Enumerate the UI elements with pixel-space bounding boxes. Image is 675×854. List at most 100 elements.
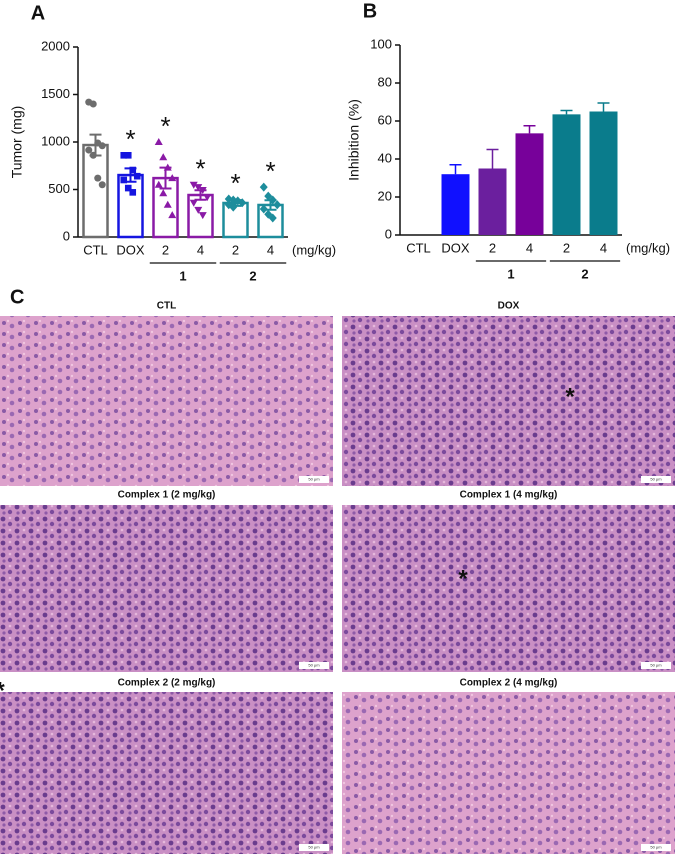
x-tick-label: 4 bbox=[526, 240, 533, 255]
x-tick-label: CTL bbox=[83, 242, 108, 257]
x-tick-label: 2 bbox=[232, 242, 239, 257]
significance-label: * bbox=[160, 111, 170, 141]
data-point bbox=[89, 151, 97, 159]
asterisk: * bbox=[565, 383, 575, 410]
scale-label: 50 μm bbox=[650, 663, 662, 668]
data-point bbox=[89, 100, 97, 108]
data-point bbox=[154, 180, 163, 188]
scale-bar-box bbox=[641, 476, 671, 483]
scale-label: 50 μm bbox=[308, 663, 320, 668]
y-tick-label: 100 bbox=[370, 36, 392, 51]
panel-label: C bbox=[10, 286, 24, 308]
data-point bbox=[154, 138, 163, 145]
histology-image bbox=[342, 316, 675, 486]
scale-bar-box bbox=[299, 844, 329, 851]
bar bbox=[82, 143, 109, 239]
x-tick-label: 4 bbox=[197, 242, 204, 257]
bar bbox=[117, 173, 144, 239]
bar bbox=[441, 174, 470, 235]
scale-label: 50 μm bbox=[650, 845, 662, 850]
data-point bbox=[238, 198, 247, 208]
asterisk: * bbox=[0, 677, 5, 704]
data-point bbox=[120, 152, 128, 159]
group-label: 1 bbox=[179, 268, 186, 283]
image-title: Complex 1 (2 mg/kg) bbox=[118, 490, 216, 501]
data-point bbox=[129, 189, 137, 196]
bar bbox=[478, 168, 507, 235]
data-point bbox=[194, 184, 203, 192]
panel-label: A bbox=[31, 2, 45, 24]
data-point bbox=[163, 200, 172, 208]
bar bbox=[589, 111, 618, 235]
y-tick-label: 1000 bbox=[41, 133, 70, 148]
bar bbox=[552, 114, 581, 235]
error-bar bbox=[597, 102, 610, 112]
histology-image bbox=[0, 692, 333, 854]
image-title: CTL bbox=[157, 301, 176, 312]
significance-label: * bbox=[265, 156, 275, 186]
data-point bbox=[124, 184, 132, 192]
data-point bbox=[159, 153, 168, 161]
data-point bbox=[124, 152, 132, 159]
y-tick-label: 60 bbox=[378, 112, 392, 127]
y-tick-label: 40 bbox=[378, 150, 392, 165]
data-point bbox=[203, 194, 212, 202]
image-title: Complex 2 (4 mg/kg) bbox=[460, 678, 558, 689]
scale-bar-box bbox=[641, 662, 671, 669]
scale-bar-box bbox=[641, 844, 671, 851]
error-bar bbox=[560, 109, 573, 115]
panel-label: B bbox=[363, 0, 377, 22]
error-bar bbox=[449, 163, 462, 175]
histology-image bbox=[342, 505, 675, 672]
y-axis-label: Tumor (mg) bbox=[9, 106, 25, 179]
x-tick-label: 4 bbox=[267, 242, 274, 257]
error-bar bbox=[523, 125, 536, 134]
data-point bbox=[159, 189, 168, 197]
y-tick-label: 20 bbox=[378, 188, 392, 203]
data-point bbox=[268, 195, 277, 205]
data-point bbox=[168, 174, 177, 182]
x-tick-label: CTL bbox=[406, 240, 431, 255]
data-point bbox=[273, 200, 282, 210]
scale-label: 50 μm bbox=[308, 477, 320, 482]
group-label: 2 bbox=[581, 266, 588, 281]
data-point bbox=[198, 212, 207, 220]
data-point bbox=[94, 174, 102, 182]
scale-bar-box bbox=[299, 662, 329, 669]
x-tick-label: DOX bbox=[441, 240, 470, 255]
histology-image bbox=[342, 692, 675, 854]
image-title: Complex 1 (4 mg/kg) bbox=[460, 490, 558, 501]
data-point bbox=[229, 202, 238, 212]
data-point bbox=[198, 186, 207, 194]
significance-label: * bbox=[125, 124, 135, 154]
data-point bbox=[163, 163, 172, 171]
x-unit-label: (mg/kg) bbox=[626, 240, 670, 255]
group-label: 1 bbox=[507, 266, 514, 281]
x-unit-label: (mg/kg) bbox=[292, 242, 336, 257]
bar bbox=[515, 133, 544, 235]
data-point bbox=[98, 181, 106, 189]
scale-bar-box bbox=[299, 476, 329, 483]
y-tick-label: 1500 bbox=[41, 86, 70, 101]
group-label: 2 bbox=[249, 268, 256, 283]
asterisk: * bbox=[458, 565, 468, 592]
data-point bbox=[133, 172, 141, 180]
significance-label: * bbox=[195, 154, 205, 184]
y-tick-label: 2000 bbox=[41, 38, 70, 53]
x-tick-label: 2 bbox=[489, 240, 496, 255]
y-tick-label: 0 bbox=[63, 228, 70, 243]
y-tick-label: 0 bbox=[385, 226, 392, 241]
data-point bbox=[259, 204, 268, 214]
data-point bbox=[129, 166, 137, 174]
data-point bbox=[98, 142, 106, 150]
x-tick-label: 2 bbox=[162, 242, 169, 257]
histology-image bbox=[0, 316, 333, 486]
x-tick-label: 2 bbox=[563, 240, 570, 255]
y-axis-label: Inhibition (%) bbox=[346, 99, 362, 181]
scale-label: 50 μm bbox=[650, 477, 662, 482]
x-tick-label: 4 bbox=[600, 240, 607, 255]
